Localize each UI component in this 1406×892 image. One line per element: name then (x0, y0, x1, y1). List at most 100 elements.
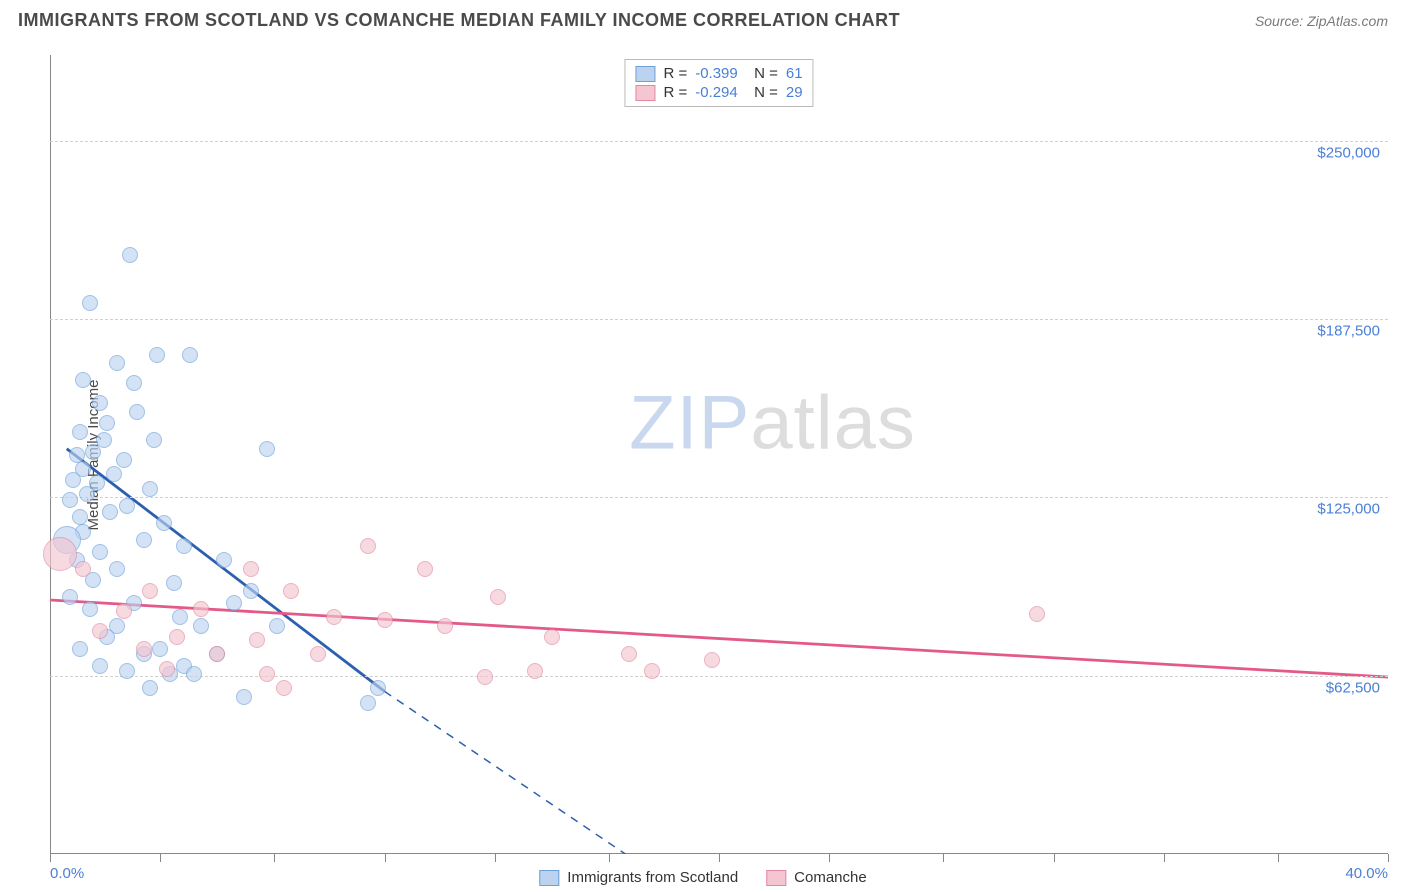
scatter-point (65, 472, 81, 488)
scatter-point (236, 689, 252, 705)
scatter-point (326, 609, 342, 625)
scatter-point (193, 601, 209, 617)
scatter-point (72, 424, 88, 440)
scatter-point (370, 680, 386, 696)
scatter-point (621, 646, 637, 662)
scatter-point (159, 661, 175, 677)
x-tick (1388, 854, 1389, 862)
scatter-point (310, 646, 326, 662)
scatter-point (106, 466, 122, 482)
scatter-point (176, 538, 192, 554)
correlation-row-series-a: R = -0.399 N = 61 (635, 64, 802, 83)
scatter-point (249, 632, 265, 648)
chart-area: Median Family Income ZIPatlas $62,500$12… (50, 55, 1388, 854)
swatch-series-b (635, 85, 655, 101)
scatter-point (75, 372, 91, 388)
scatter-point (92, 395, 108, 411)
watermark-zip: ZIP (629, 380, 750, 465)
x-tick (50, 854, 51, 862)
scatter-point (99, 415, 115, 431)
correlation-legend: R = -0.399 N = 61 R = -0.294 N = 29 (624, 59, 813, 107)
scatter-point (259, 666, 275, 682)
scatter-point (243, 561, 259, 577)
legend-label-a: Immigrants from Scotland (567, 869, 738, 886)
scatter-point (477, 669, 493, 685)
scatter-point (156, 515, 172, 531)
gridline (50, 676, 1388, 677)
x-tick (943, 854, 944, 862)
scatter-point (437, 618, 453, 634)
y-tick-label: $62,500 (1326, 679, 1380, 696)
r-label-a: R = (663, 65, 687, 82)
x-tick (495, 854, 496, 862)
scatter-point (136, 641, 152, 657)
legend-label-b: Comanche (794, 869, 867, 886)
scatter-point (149, 347, 165, 363)
scatter-point (142, 481, 158, 497)
scatter-point (269, 618, 285, 634)
chart-source: Source: ZipAtlas.com (1255, 13, 1388, 29)
x-axis-max-label: 40.0% (1345, 865, 1388, 882)
x-axis-min-label: 0.0% (50, 865, 84, 882)
x-tick (274, 854, 275, 862)
source-name: ZipAtlas.com (1307, 13, 1388, 29)
scatter-point (243, 583, 259, 599)
scatter-point (259, 441, 275, 457)
watermark: ZIPatlas (629, 379, 916, 466)
x-tick (160, 854, 161, 862)
scatter-point (209, 646, 225, 662)
gridline (50, 141, 1388, 142)
r-value-b: -0.294 (695, 84, 738, 101)
scatter-point (43, 537, 77, 571)
scatter-point (85, 444, 101, 460)
n-label-b: N = (746, 84, 778, 101)
scatter-point (62, 492, 78, 508)
scatter-point (92, 544, 108, 560)
plot-region: ZIPatlas $62,500$125,000$187,500$250,000… (50, 55, 1388, 854)
y-tick-label: $125,000 (1317, 501, 1380, 518)
scatter-point (109, 561, 125, 577)
scatter-point (644, 663, 660, 679)
scatter-point (129, 404, 145, 420)
scatter-point (146, 432, 162, 448)
scatter-point (136, 532, 152, 548)
scatter-point (92, 623, 108, 639)
scatter-point (82, 601, 98, 617)
scatter-point (119, 498, 135, 514)
n-value-b: 29 (786, 84, 803, 101)
r-value-a: -0.399 (695, 65, 738, 82)
legend-swatch-a (539, 870, 559, 886)
scatter-point (126, 375, 142, 391)
scatter-point (102, 504, 118, 520)
x-tick (1054, 854, 1055, 862)
scatter-point (377, 612, 393, 628)
chart-header: IMMIGRANTS FROM SCOTLAND VS COMANCHE MED… (0, 0, 1406, 39)
scatter-point (169, 629, 185, 645)
legend-item-b: Comanche (766, 869, 867, 886)
scatter-point (544, 629, 560, 645)
scatter-point (1029, 606, 1045, 622)
legend-item-a: Immigrants from Scotland (539, 869, 738, 886)
scatter-point (82, 295, 98, 311)
scatter-point (360, 538, 376, 554)
scatter-point (490, 589, 506, 605)
x-tick (719, 854, 720, 862)
scatter-point (116, 452, 132, 468)
scatter-point (527, 663, 543, 679)
scatter-point (119, 663, 135, 679)
trend-lines (50, 55, 1388, 854)
n-value-a: 61 (786, 65, 803, 82)
scatter-point (172, 609, 188, 625)
x-tick (829, 854, 830, 862)
scatter-point (142, 680, 158, 696)
scatter-point (193, 618, 209, 634)
scatter-point (122, 247, 138, 263)
scatter-point (216, 552, 232, 568)
scatter-point (62, 589, 78, 605)
r-label-b: R = (663, 84, 687, 101)
scatter-point (142, 583, 158, 599)
scatter-point (109, 355, 125, 371)
correlation-row-series-b: R = -0.294 N = 29 (635, 83, 802, 102)
scatter-point (704, 652, 720, 668)
x-tick (609, 854, 610, 862)
